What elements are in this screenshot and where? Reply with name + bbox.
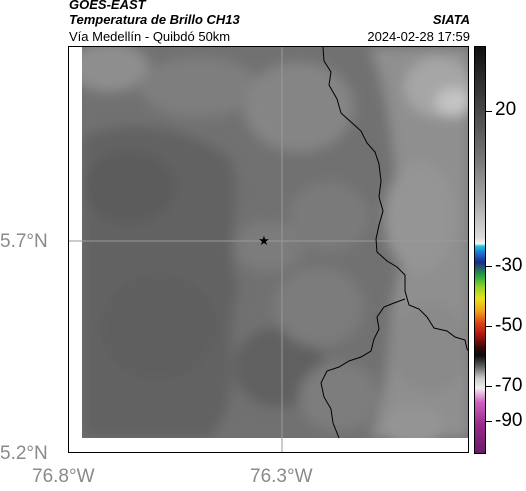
colorbar-tick <box>486 111 492 112</box>
colorbar-tick <box>486 421 492 422</box>
product-title: Temperatura de Brillo CH13 <box>69 12 240 27</box>
lat-label-south: 5.2°N <box>0 443 48 464</box>
location-star-icon: ★ <box>258 234 270 249</box>
satellite-title: GOES-EAST <box>69 0 146 12</box>
region-label: Vía Medellín - Quibdó 50km <box>69 29 231 44</box>
satellite-map[interactable]: ★ <box>68 46 469 453</box>
colorbar-tick <box>486 266 492 267</box>
department-border-north <box>322 47 468 351</box>
colorbar-label: -50 <box>495 315 523 336</box>
temperature-colorbar <box>474 46 486 454</box>
colorbar-label: 20 <box>495 99 517 120</box>
cloud-texture <box>69 47 468 447</box>
lat-label-north: 5.7°N <box>0 231 48 252</box>
agency-label: SIATA <box>432 12 470 27</box>
colorbar-label: -30 <box>495 255 523 276</box>
colorbar-tick <box>486 386 492 387</box>
department-border-south <box>320 298 406 439</box>
lon-label-west: 76.8°W <box>32 466 95 487</box>
colorbar-tick <box>486 326 492 327</box>
brightness-temperature-field: ★ <box>69 47 468 452</box>
lon-label-east: 76.3°W <box>250 466 313 487</box>
colorbar-label: -70 <box>495 375 523 396</box>
timestamp-label: 2024-02-28 17:59 <box>367 29 470 44</box>
colorbar-label: -90 <box>495 410 523 431</box>
